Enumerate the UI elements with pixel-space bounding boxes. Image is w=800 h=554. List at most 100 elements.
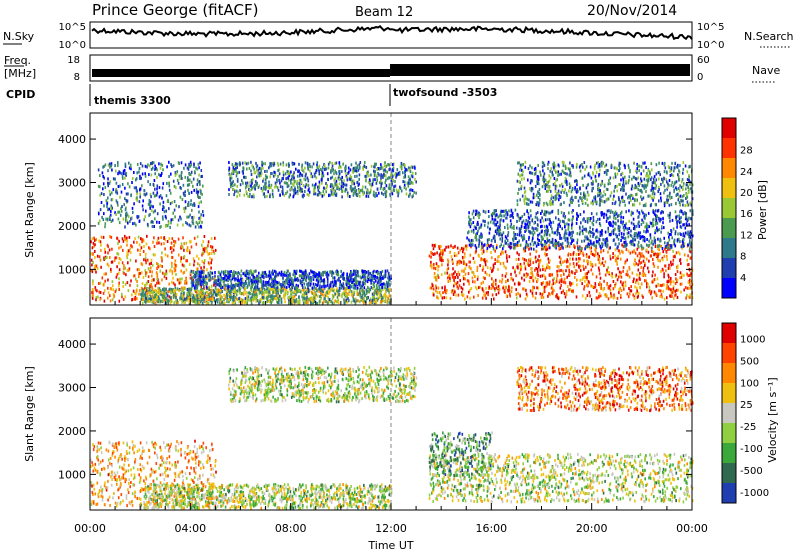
data-cell — [617, 254, 619, 258]
data-cell — [158, 162, 160, 166]
data-cell — [151, 279, 153, 283]
data-cell — [161, 186, 164, 190]
data-cell — [331, 183, 333, 187]
data-cell — [453, 288, 455, 292]
data-cell — [154, 293, 157, 297]
data-cell — [464, 297, 466, 301]
data-cell — [170, 299, 173, 303]
data-cell — [674, 289, 677, 293]
data-cell — [663, 297, 666, 301]
data-cell — [547, 257, 550, 261]
data-cell — [116, 191, 119, 195]
data-cell — [233, 283, 235, 287]
data-cell — [301, 168, 303, 171]
data-cell — [556, 274, 559, 277]
data-cell — [638, 276, 641, 280]
data-cell — [439, 258, 441, 262]
data-cell — [485, 296, 487, 300]
data-cell — [596, 296, 599, 300]
data-cell — [313, 270, 315, 274]
data-cell — [312, 273, 315, 277]
data-cell — [192, 296, 194, 300]
data-cell — [172, 296, 175, 299]
data-cell — [285, 177, 287, 181]
data-cell — [647, 266, 649, 270]
data-cell — [597, 257, 600, 261]
data-cell — [310, 174, 313, 178]
data-cell — [244, 274, 247, 277]
data-cell — [622, 266, 625, 269]
data-cell — [550, 286, 553, 290]
data-cell — [342, 182, 345, 186]
data-cell — [197, 190, 200, 194]
data-cell — [293, 171, 295, 175]
data-cell — [635, 292, 637, 296]
data-cell — [184, 163, 187, 167]
data-cell — [609, 257, 612, 261]
data-cell — [635, 262, 637, 266]
data-cell — [94, 256, 96, 259]
data-cell — [292, 195, 295, 199]
data-cell — [388, 278, 390, 282]
data-cell — [487, 290, 489, 294]
data-cell — [686, 263, 689, 267]
data-cell — [118, 170, 120, 174]
cpid-segment-themis: themis 3300 — [94, 94, 171, 107]
data-cell — [261, 301, 264, 305]
data-cell — [271, 299, 274, 303]
data-cell — [115, 199, 118, 203]
data-cell — [304, 174, 307, 178]
data-cell — [139, 249, 141, 253]
data-cell — [598, 268, 601, 272]
data-cell — [148, 262, 151, 266]
data-cell — [95, 298, 97, 302]
data-cell — [341, 295, 343, 299]
data-cell — [358, 189, 360, 193]
data-cell — [287, 184, 290, 188]
data-cell — [373, 165, 375, 169]
data-cell — [317, 275, 319, 279]
data-cell — [560, 257, 562, 261]
data-cell — [114, 290, 117, 294]
data-cell — [346, 191, 349, 195]
data-cell — [115, 256, 118, 260]
data-cell — [168, 288, 171, 291]
data-cell — [642, 259, 645, 263]
data-cell — [483, 293, 485, 297]
data-cell — [566, 275, 568, 279]
data-cell — [501, 277, 504, 281]
data-cell — [379, 283, 382, 287]
data-cell — [364, 160, 366, 164]
data-cell — [598, 254, 600, 258]
data-cell — [232, 165, 235, 169]
data-cell — [232, 290, 235, 293]
data-cell — [312, 276, 315, 279]
data-cell — [198, 217, 200, 220]
data-cell — [168, 282, 170, 286]
data-cell — [135, 188, 138, 192]
data-cell — [444, 289, 446, 293]
data-cell — [389, 187, 391, 191]
data-cell — [375, 283, 378, 287]
data-cell — [551, 273, 553, 277]
data-cell — [202, 294, 205, 298]
data-cell — [141, 238, 144, 242]
data-cell — [242, 299, 245, 303]
data-cell — [273, 295, 276, 299]
data-cell — [464, 272, 467, 276]
data-cell — [465, 247, 468, 251]
data-cell — [334, 193, 337, 197]
data-cell — [376, 175, 378, 179]
data-cell — [122, 239, 125, 243]
data-cell — [445, 245, 447, 249]
data-cell — [94, 264, 96, 268]
data-cell — [108, 248, 111, 252]
data-cell — [119, 171, 121, 175]
data-cell — [437, 265, 440, 268]
data-cell — [201, 291, 204, 295]
data-cell — [118, 221, 121, 225]
data-cell — [210, 289, 212, 292]
data-cell — [193, 204, 196, 207]
data-cell — [152, 291, 154, 295]
data-cell — [141, 164, 144, 168]
